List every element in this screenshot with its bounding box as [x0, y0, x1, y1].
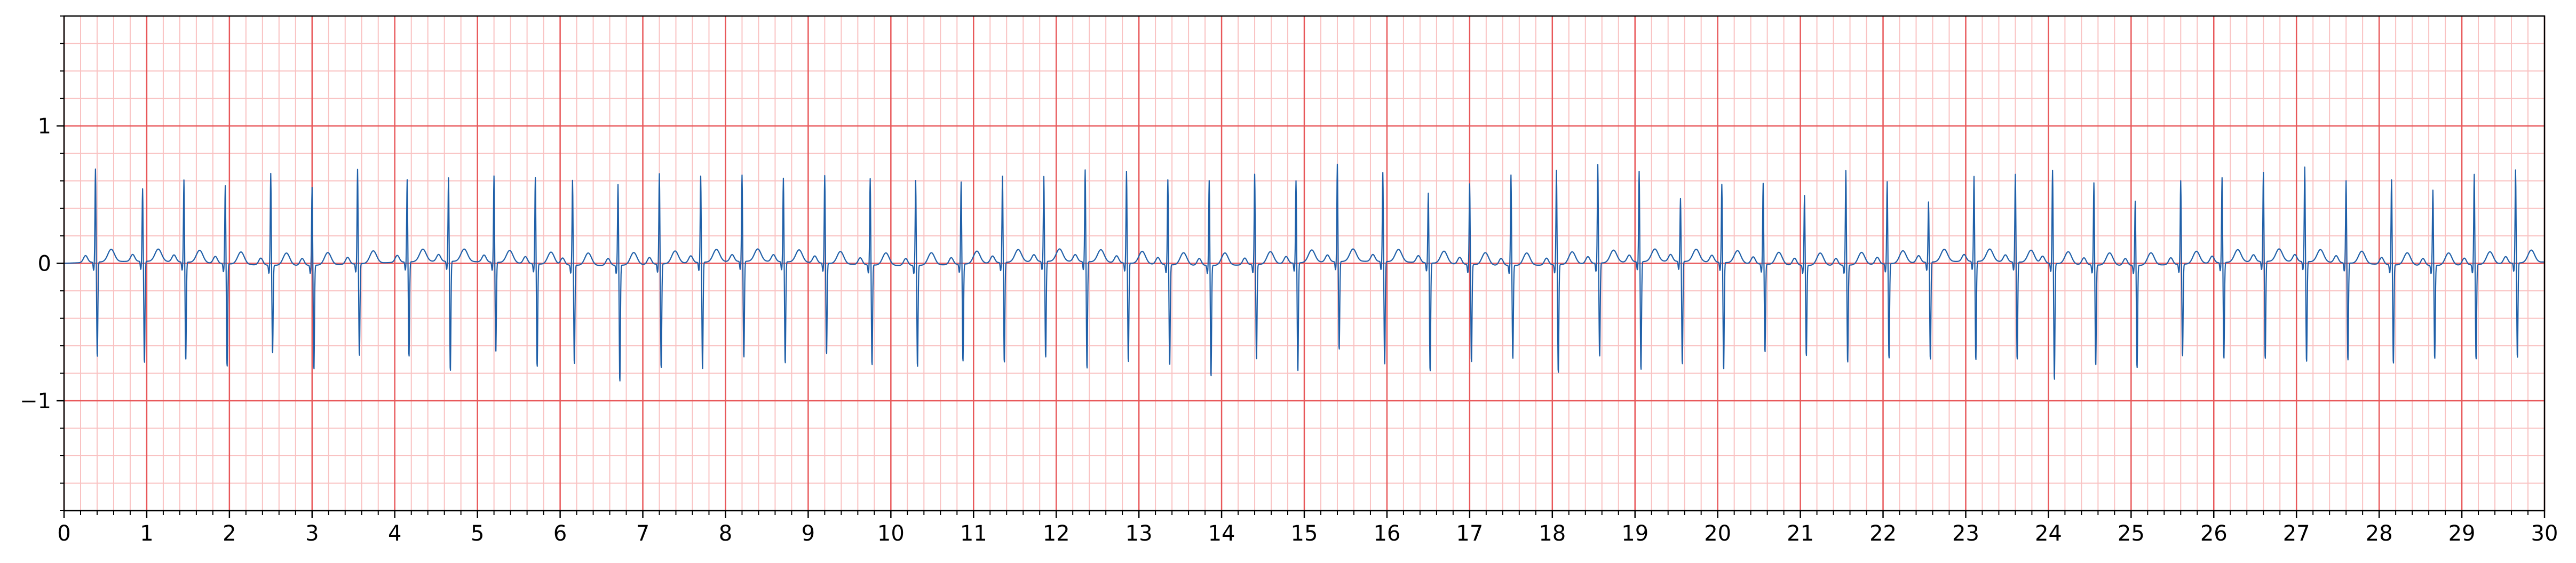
x-tick-label: 17	[1456, 521, 1483, 546]
x-tick-label: 19	[1621, 521, 1648, 546]
x-tick-label: 4	[388, 521, 401, 546]
x-tick-label: 9	[802, 521, 815, 546]
x-tick-label: 21	[1787, 521, 1814, 546]
x-tick-label: 2	[223, 521, 236, 546]
x-tick-label: 27	[2283, 521, 2310, 546]
x-tick-label: 24	[2035, 521, 2062, 546]
x-tick-label: 22	[1869, 521, 1897, 546]
major-grid	[63, 16, 2546, 511]
y-tick-label: 0	[38, 252, 51, 276]
x-tick-label: 18	[1539, 521, 1566, 546]
tick-layer: 0 1 2 3 4 5 6 7 8 9 10 11 12 13 14 15 16 17 18 19 20 21 22 23 24…	[20, 15, 2558, 546]
x-tick-label: 25	[2118, 521, 2145, 546]
x-tick-label: 16	[1373, 521, 1400, 546]
x-tick-label: 7	[636, 521, 649, 546]
x-tick-label: 1	[140, 521, 153, 546]
x-tick-label: 6	[553, 521, 567, 546]
x-tick-label: 26	[2200, 521, 2228, 546]
x-tick-label: 28	[2366, 521, 2393, 546]
y-tick-label: 1	[38, 114, 51, 139]
ecg-trace-line	[64, 163, 2545, 382]
x-tick-label: 0	[57, 521, 70, 546]
x-tick-label: 20	[1704, 521, 1731, 546]
x-tick-label: 8	[719, 521, 732, 546]
x-tick-label: 23	[1952, 521, 1979, 546]
x-tick-label: 30	[2531, 521, 2558, 546]
x-tick-label: 13	[1125, 521, 1153, 546]
x-tick-label: 5	[471, 521, 484, 546]
x-tick-label: 14	[1208, 521, 1235, 546]
x-tick-label: 15	[1291, 521, 1318, 546]
x-tick-label: 3	[305, 521, 319, 546]
x-tick-label: 12	[1043, 521, 1070, 546]
series-layer	[64, 163, 2545, 382]
y-tick-label: −1	[20, 389, 51, 414]
x-tick-label: 29	[2448, 521, 2476, 546]
x-tick-label: 10	[877, 521, 905, 546]
x-tick-label: 11	[960, 521, 987, 546]
